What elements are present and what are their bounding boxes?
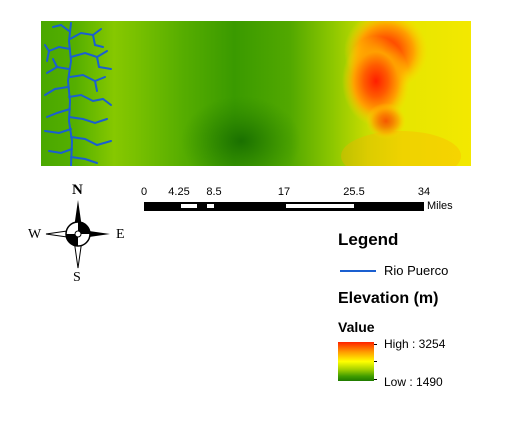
elevation-map [41, 21, 471, 166]
scale-tick-label: 17 [277, 186, 291, 198]
scale-tick-label: 34 [417, 186, 431, 198]
scale-tick-label: 25.5 [343, 186, 365, 198]
east-label: E [116, 227, 125, 242]
scale-bar-segment [286, 204, 354, 208]
compass-rose: N S W E [22, 178, 132, 288]
scale-tick-label: 4.25 [168, 186, 190, 198]
scale-bar-segment [207, 204, 214, 208]
ramp-tick-mid [374, 361, 377, 362]
scale-bar-segment [181, 204, 197, 208]
north-label: N [72, 182, 83, 198]
scale-bar-track [144, 202, 424, 211]
scale-units-label: Miles [427, 200, 453, 212]
elevation-raster [41, 21, 471, 166]
map-legend: Legend Rio Puerco Elevation (m) Value Hi… [336, 226, 496, 426]
west-label: W [28, 227, 42, 242]
river-legend-label: Rio Puerco [384, 263, 449, 278]
river-legend-swatch [340, 270, 376, 272]
ramp-tick-high [374, 344, 377, 345]
elevation-title: Elevation (m) [338, 290, 439, 307]
scale-tick-label: 0 [140, 186, 148, 198]
ramp-tick-low [374, 379, 377, 380]
elevation-field-label: Value [338, 319, 375, 335]
south-label: S [73, 270, 81, 285]
compass-icon [45, 200, 110, 269]
scale-bar: 0 4.25 8.5 17 25.5 34 Miles [130, 182, 470, 222]
legend-title: Legend [338, 230, 399, 249]
rio-puerco-river [44, 22, 112, 166]
elevation-color-ramp [338, 342, 374, 381]
elevation-low-label: Low : 1490 [384, 375, 443, 389]
elevation-high-label: High : 3254 [384, 337, 446, 351]
scale-tick-label: 8.5 [206, 186, 222, 198]
